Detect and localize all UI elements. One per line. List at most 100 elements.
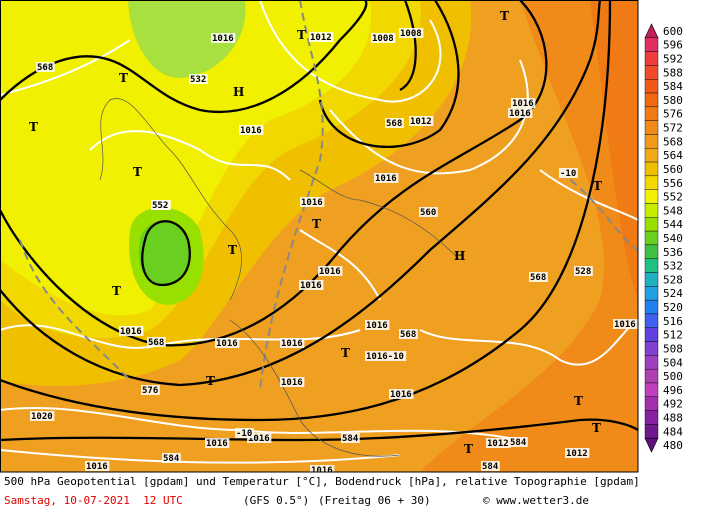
colorbar-swatch — [644, 92, 659, 108]
label-box — [399, 329, 418, 339]
contour-label: 1012 — [487, 439, 509, 449]
contour-label: 1016-10 — [366, 352, 404, 362]
label-box — [299, 280, 324, 290]
colorbar-label: 484 — [663, 425, 683, 438]
label-box — [205, 438, 230, 448]
contour-label: 1012 — [310, 33, 332, 43]
colorbar-label: 480 — [663, 439, 683, 452]
colorbar-swatch — [644, 65, 659, 80]
label-box — [509, 437, 528, 447]
label-box — [374, 173, 399, 183]
label-box — [247, 433, 272, 443]
colorbar-swatch — [644, 396, 659, 411]
pressure-center: T — [29, 120, 38, 134]
label-box — [280, 377, 305, 387]
label-box — [36, 62, 55, 72]
contour-label: 1016 — [311, 466, 333, 476]
pressure-center: T — [312, 217, 321, 231]
label-box — [141, 385, 160, 395]
contour-label: 1016 — [319, 267, 341, 277]
label-box — [341, 433, 360, 443]
region-warmer — [590, 0, 638, 300]
contour-label: 1016 — [301, 198, 323, 208]
colorbar-label: 536 — [663, 246, 683, 259]
contour-label: 1016 — [240, 126, 262, 136]
label-box — [119, 326, 144, 336]
colorbar-label: 512 — [663, 329, 683, 342]
pressure-center: T — [592, 421, 601, 435]
label-box — [371, 33, 396, 43]
contour-label: 528 — [575, 267, 591, 277]
label-box — [409, 116, 434, 126]
colorbar-label: 560 — [663, 163, 683, 176]
pressure-center: H — [233, 85, 244, 99]
colorbar-swatch — [644, 230, 659, 246]
contour-label: 568 — [386, 119, 402, 129]
colorbar-label: 540 — [663, 232, 683, 245]
contour-label: 1016 — [281, 339, 303, 349]
colorbar-swatch — [644, 217, 659, 232]
region-544 — [138, 221, 190, 285]
colorbar-swatch — [644, 327, 659, 342]
contour-label: 1008 — [400, 29, 422, 39]
colorbar-swatch — [644, 272, 659, 287]
contour-label: -10 — [560, 169, 576, 179]
pressure-center: T — [593, 179, 602, 193]
label-box — [486, 438, 511, 448]
label-box — [511, 98, 536, 108]
colorbar-cap — [644, 23, 659, 39]
colorbar-swatch — [644, 203, 659, 218]
label-box — [147, 337, 166, 347]
label-box — [309, 32, 334, 42]
contour-label: 1016 — [375, 174, 397, 184]
colorbar-label: 580 — [663, 94, 683, 107]
colorbar-swatch — [644, 244, 659, 259]
colorbar-swatch — [644, 161, 659, 177]
label-box — [318, 266, 343, 276]
contour-label: 1016 — [216, 339, 238, 349]
contour-label: 568 — [148, 338, 164, 348]
contour-label: 1016 — [512, 99, 534, 109]
colorbar-swatch — [644, 189, 659, 204]
colorbar-label: 576 — [663, 108, 683, 121]
contour-label: 568 — [530, 273, 546, 283]
region-warm — [420, 0, 638, 472]
map-frame — [0, 0, 639, 473]
colorbar-swatch — [644, 382, 659, 397]
contour-label: 584 — [163, 454, 180, 464]
colorbar-label: 588 — [663, 66, 683, 79]
pressure-center: T — [133, 165, 142, 179]
colorbar-cap — [644, 437, 659, 453]
colorbar-label: 568 — [663, 135, 683, 148]
pressure-center: T — [500, 9, 509, 23]
contour-label: 1012 — [410, 117, 432, 127]
label-box — [385, 118, 404, 128]
contour-label: 552 — [152, 201, 168, 211]
pressure-center: T — [297, 28, 306, 42]
label-box — [574, 266, 593, 276]
label-box — [235, 428, 254, 438]
colorbar-label: 528 — [663, 273, 683, 286]
colorbar-label: 488 — [663, 411, 683, 424]
label-box — [162, 453, 181, 463]
label-box — [365, 351, 407, 361]
colorbar-swatch — [644, 341, 659, 356]
colorbar-swatch — [644, 424, 659, 439]
colorbar-swatch — [644, 148, 659, 163]
colorbar-label: 572 — [663, 122, 683, 135]
colorbar-label: 520 — [663, 301, 683, 314]
label-box — [280, 338, 305, 348]
caption-model: (GFS 0.5°) — [243, 494, 309, 507]
geopotential-contours — [0, 0, 638, 442]
contour-label: 584 — [342, 434, 359, 444]
colorbar-label: 524 — [663, 287, 683, 300]
colorbar: 6005965925885845805765725685645605565525… — [644, 23, 683, 453]
colorbar-label: 544 — [663, 218, 683, 231]
colorbar-swatch — [644, 355, 659, 370]
label-box — [559, 168, 578, 178]
caption-title: 500 hPa Geopotential [gpdam] und Tempera… — [4, 475, 640, 488]
colorbar-label: 592 — [663, 53, 683, 66]
contour-label: 576 — [142, 386, 158, 396]
colorbar-swatch — [644, 410, 659, 425]
